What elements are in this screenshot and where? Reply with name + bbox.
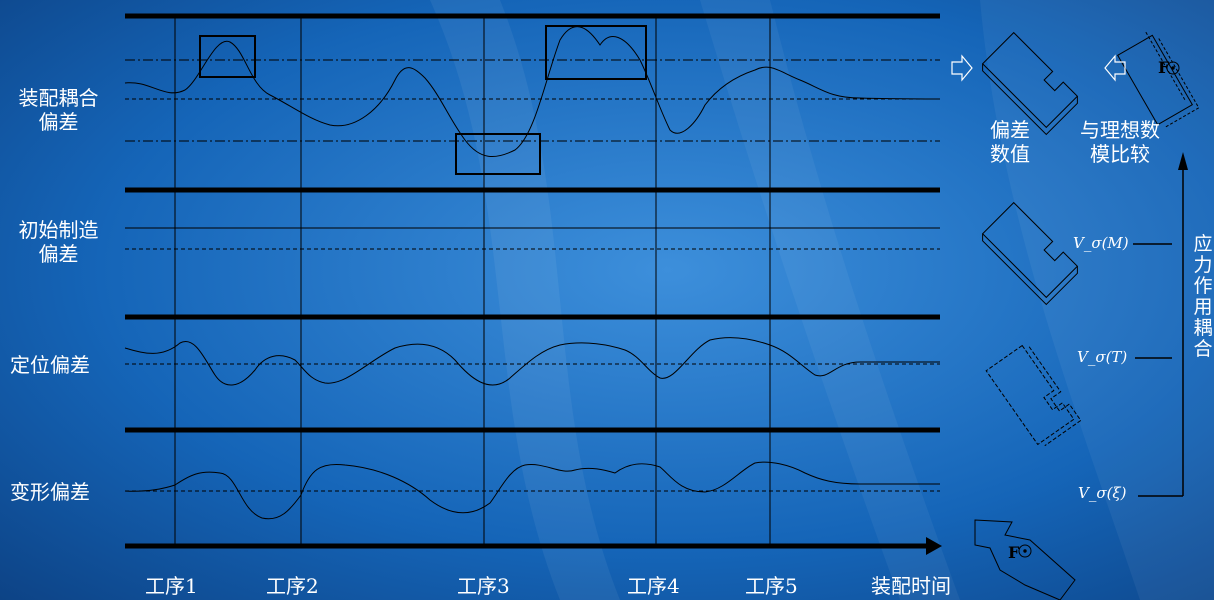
- deformation-curve: [124, 461, 940, 520]
- v-sigma-t-label: V_σ(T): [1077, 348, 1128, 366]
- v-sigma-xi-label: V_σ(ξ): [1078, 484, 1127, 502]
- highlight-box-3: [455, 133, 541, 175]
- highlight-box-2: [545, 25, 647, 80]
- assembly-coupling-band: [124, 25, 941, 175]
- row-label-initial-manufacturing: 初始制造 偏差: [18, 218, 99, 266]
- row-label-assembly-coupling: 装配耦合 偏差: [18, 86, 99, 134]
- block-sketch-top-right-force: [1166, 61, 1180, 75]
- positioning-band: [124, 337, 940, 386]
- process-step-4: 工序4: [627, 574, 680, 598]
- deformation-band: [124, 461, 940, 520]
- positioning-curve: [124, 337, 940, 386]
- highlight-box-1: [199, 35, 256, 78]
- deviation-value-label: 偏差 数值: [990, 118, 1030, 166]
- bracket-arrowhead: [1178, 152, 1188, 170]
- time-axis: [125, 537, 942, 555]
- v-sigma-m-label: V_σ(M): [1073, 234, 1129, 252]
- row-label-positioning: 定位偏差: [10, 353, 90, 377]
- row-label-deformation: 变形偏差: [10, 480, 90, 504]
- stress-coupling-vertical-label: 应力作用耦合: [1193, 233, 1213, 360]
- compare-ideal-label: 与理想数 模比较: [1080, 118, 1160, 166]
- block-sketch-force: [974, 519, 1076, 600]
- force-circle-icon: [1166, 61, 1180, 75]
- time-axis-arrowhead: [926, 537, 942, 555]
- process-step-5: 工序5: [745, 574, 798, 598]
- initial-manufacturing-band: [125, 227, 940, 250]
- force-label-bottom: F: [1008, 543, 1020, 562]
- process-step-1: 工序1: [145, 574, 198, 598]
- process-step-lines: [174, 16, 771, 546]
- block-sketch-thermal: [985, 344, 1082, 447]
- time-axis-label: 装配时间: [871, 574, 951, 598]
- force-label-top: F: [1158, 58, 1170, 77]
- force-circle-icon: [1018, 544, 1032, 558]
- block-sketch-material: [981, 201, 1079, 306]
- assembly-coupling-curve: [124, 26, 941, 158]
- arrow-right-icon: [951, 54, 973, 82]
- block-sketch-deviation: [981, 31, 1079, 136]
- arrow-left-icon: [1104, 54, 1126, 82]
- block-sketch-ideal: [1116, 31, 1200, 129]
- process-step-3: 工序3: [457, 574, 510, 598]
- band-separators: [125, 13, 940, 433]
- stress-coupling-bracket: [1133, 152, 1188, 497]
- process-step-2: 工序2: [266, 574, 319, 598]
